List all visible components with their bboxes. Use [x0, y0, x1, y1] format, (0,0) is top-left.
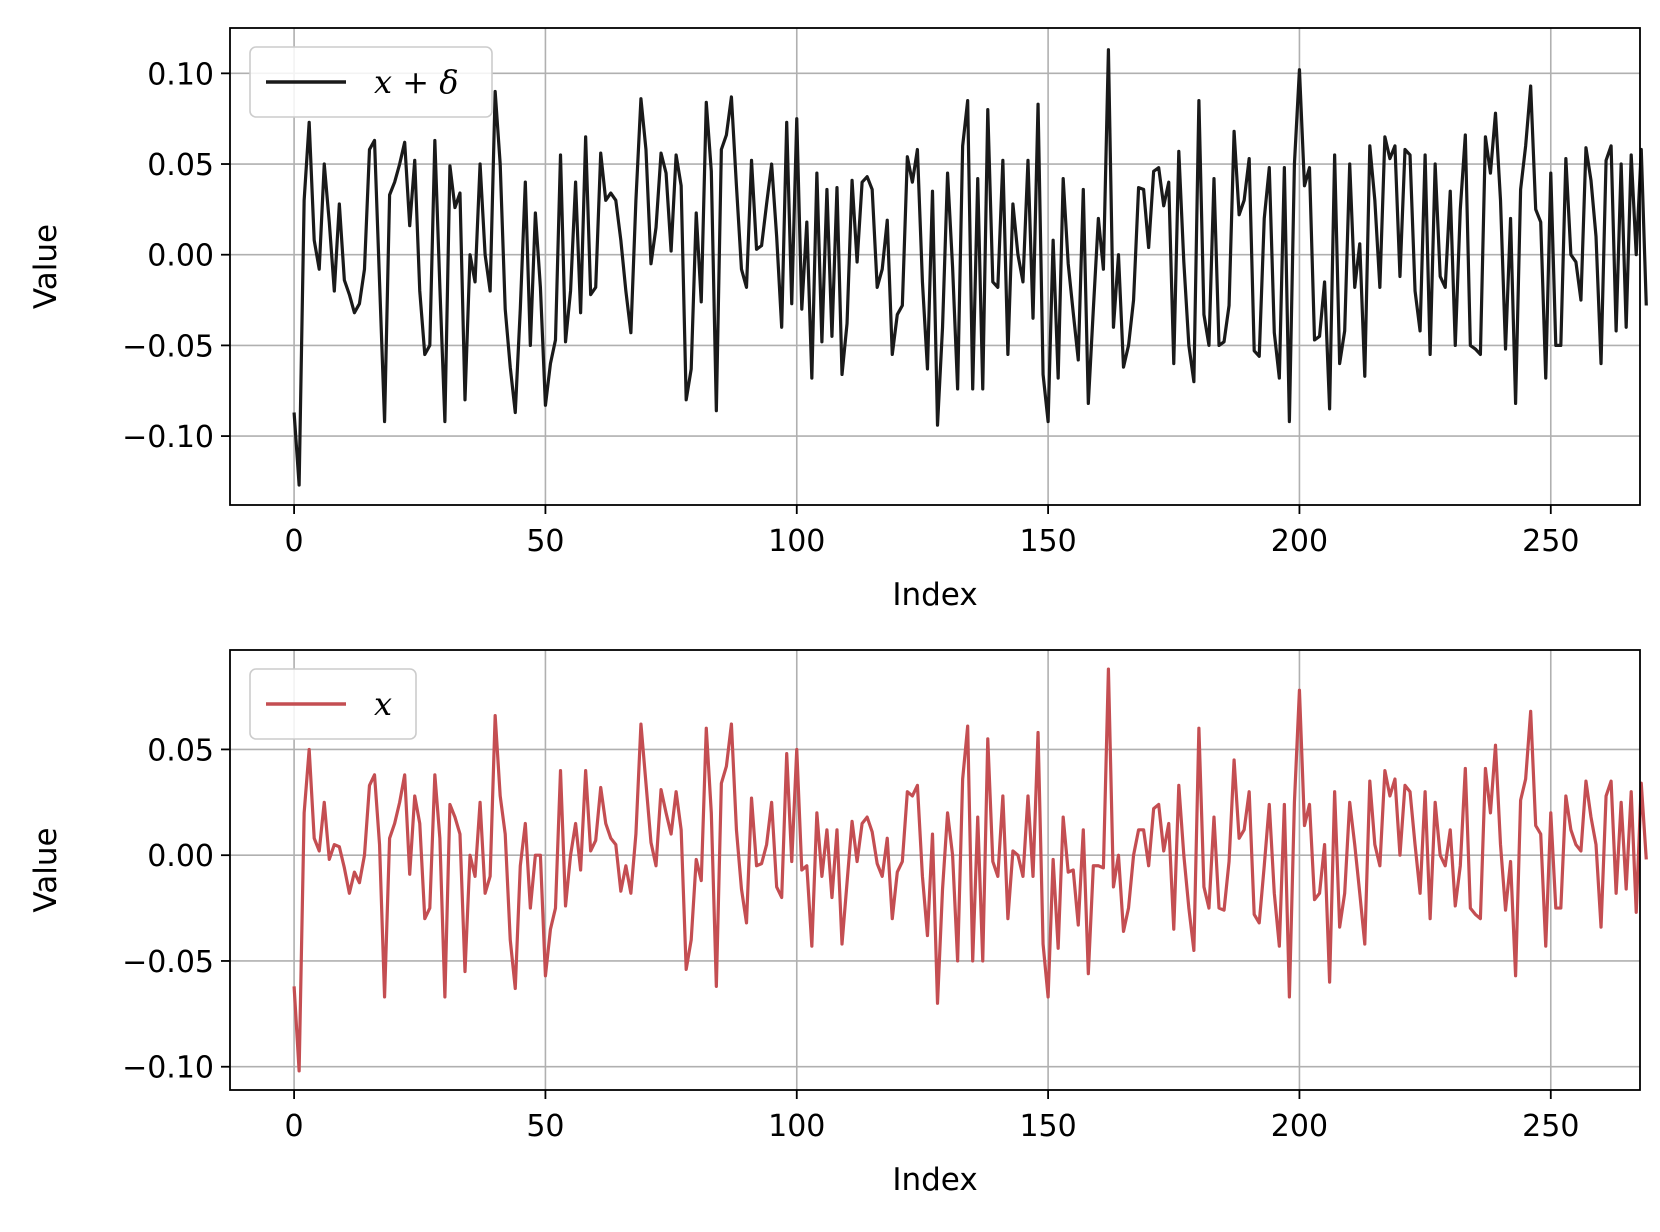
x-tick-label: 50 [526, 524, 564, 559]
x-tick-label: 250 [1522, 1109, 1579, 1144]
y-tick-label: 0.10 [147, 57, 214, 92]
x-tick-label: 250 [1522, 524, 1579, 559]
y-axis-label: Value [28, 827, 64, 912]
x-tick-label: 0 [285, 1109, 304, 1144]
legend-label: x + δ [374, 63, 458, 101]
y-tick-label: 0.05 [147, 148, 214, 183]
top-panel: 0 50 100 150 200 250 −0.10 −0.05 0.00 0.05 0.10 Ind… [28, 27, 1648, 613]
x-tick-label: 200 [1271, 1109, 1328, 1144]
x-tick-label: 0 [285, 524, 304, 559]
legend-box [249, 46, 493, 118]
y-tick-label: −0.10 [122, 420, 214, 455]
plot-frame [229, 27, 1641, 506]
x-tick-label: 200 [1271, 524, 1328, 559]
series-line-x [292, 667, 1648, 1073]
x-axis-label: Index [892, 1162, 977, 1198]
y-tick-label: −0.05 [122, 945, 214, 980]
y-tick-label: 0.05 [147, 733, 214, 768]
plot-frame [229, 649, 1641, 1091]
y-tick-label: 0.00 [147, 839, 214, 874]
x-tick-label: 100 [768, 1109, 825, 1144]
bottom-panel: 0 50 100 150 200 250 −0.10 −0.05 0.00 0.05 Index Va… [28, 649, 1648, 1198]
x-tick-label: 50 [526, 1109, 564, 1144]
legend: x + δ [249, 46, 493, 118]
y-axis-label: Value [28, 224, 64, 309]
x-axis-label: Index [892, 577, 977, 613]
y-tick-label: −0.05 [122, 329, 214, 364]
series-line-x-plus-delta [292, 48, 1648, 487]
x-tick-label: 150 [1019, 524, 1076, 559]
legend: x [249, 668, 417, 740]
y-tick-label: 0.00 [147, 239, 214, 274]
legend-label: x [374, 685, 392, 723]
x-tick-label: 150 [1019, 1109, 1076, 1144]
y-tick-label: −0.10 [122, 1051, 214, 1086]
x-tick-label: 100 [768, 524, 825, 559]
